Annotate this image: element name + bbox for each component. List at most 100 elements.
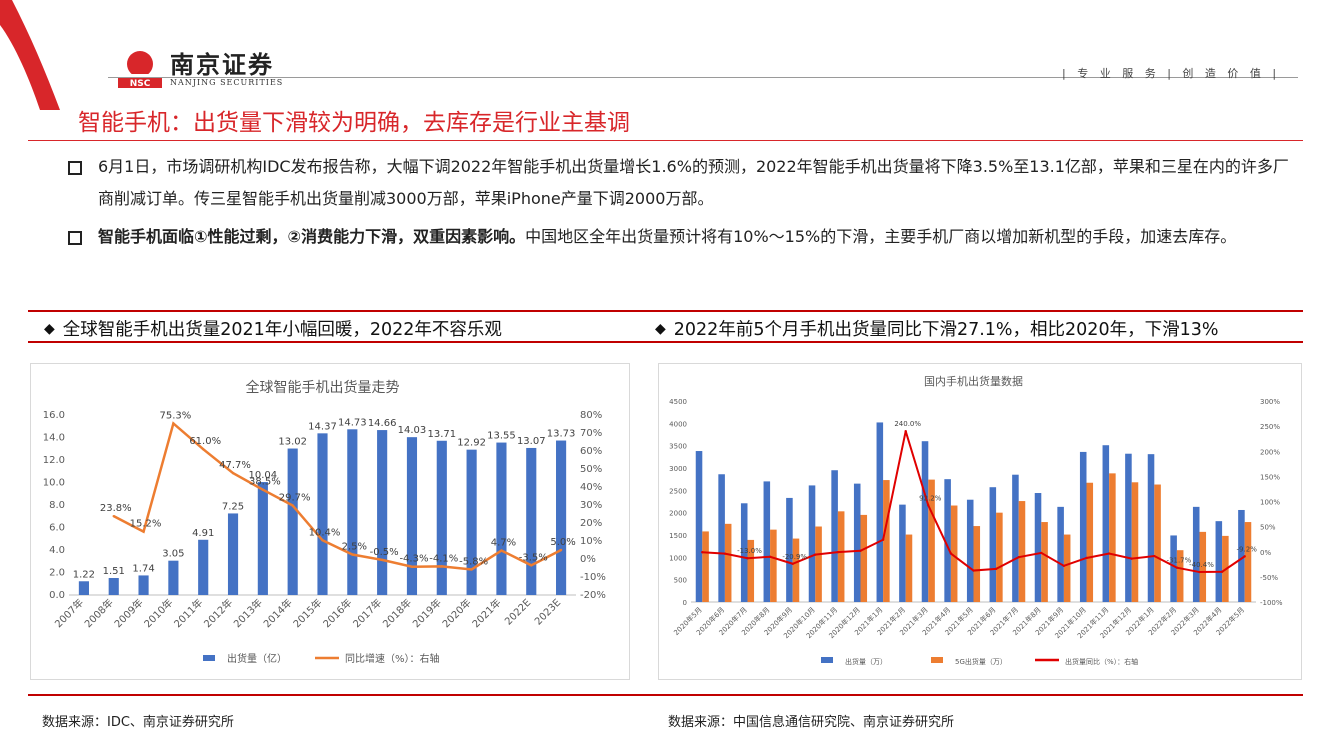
bar-value-label: 13.55 xyxy=(487,431,516,442)
line-point xyxy=(202,448,205,451)
bar xyxy=(556,440,567,595)
line-point xyxy=(768,555,772,558)
y2-tick-label: 100% xyxy=(1260,499,1280,507)
logo-chinese-name: 南京证券 xyxy=(170,50,274,79)
line-value-label: -13.0% xyxy=(737,547,762,555)
line-value-label: -0.5% xyxy=(370,547,399,558)
bar xyxy=(973,526,981,602)
line-point xyxy=(1198,570,1201,574)
bar xyxy=(695,451,703,602)
line-point xyxy=(351,553,354,556)
bar xyxy=(257,482,268,595)
y2-tick-label: -50% xyxy=(1260,574,1278,582)
y2-tick-label: 250% xyxy=(1260,423,1280,431)
line-point xyxy=(321,539,324,542)
bar xyxy=(718,474,725,602)
line-point xyxy=(1130,557,1133,560)
bar xyxy=(1147,454,1155,602)
x-tick-label: 2018年 xyxy=(380,596,414,630)
bar-value-label: 13.02 xyxy=(278,437,307,448)
bullet-item: 6月1日，市场调研机构IDC发布报告称，大幅下调2022年智能手机出货量增长1.… xyxy=(68,151,1298,215)
y-tick-label: 2000 xyxy=(669,510,687,518)
line-point xyxy=(836,550,840,554)
bar xyxy=(1131,482,1139,602)
line-point xyxy=(470,568,473,571)
y-tick-label: 0.0 xyxy=(49,590,65,601)
bar xyxy=(1199,531,1207,602)
x-tick-label: 2019年 xyxy=(410,596,444,630)
bar xyxy=(860,514,868,602)
line-point xyxy=(949,552,953,555)
bullet-bold-text: 智能手机面临①性能过剩，②消费能力下滑，双重因素影响。 xyxy=(98,227,526,246)
chart-title: 全球智能手机出货量走势 xyxy=(246,379,400,396)
bar xyxy=(198,539,209,595)
y-tick-label: 8.0 xyxy=(49,500,65,511)
x-tick-label: 2012年 xyxy=(201,596,235,630)
y-tick-label: 4.0 xyxy=(49,545,65,556)
china-shipments-chart: 国内手机出货量数据 0 500 1000 1500 2000 2500 3000 3500 400… xyxy=(669,374,1283,666)
x-tick-label: 2022E xyxy=(503,597,533,627)
line-value-label: -3.5% xyxy=(519,552,548,563)
line-value-label: -20.9% xyxy=(782,553,807,561)
section-top-line xyxy=(28,310,1303,312)
legend-label: 出货量（亿） xyxy=(227,652,287,665)
bar xyxy=(1215,521,1223,602)
line-point xyxy=(231,471,235,475)
y-tick-label: 3500 xyxy=(669,443,687,451)
x-tick-label: 2021年 xyxy=(469,596,503,630)
y2-tick-label: -100% xyxy=(1260,599,1283,607)
line-point xyxy=(1017,555,1020,559)
bar xyxy=(317,433,328,595)
line-point xyxy=(1062,564,1066,568)
section-bottom-line xyxy=(28,341,1303,343)
line-point xyxy=(172,422,175,425)
bar xyxy=(78,581,89,595)
bar xyxy=(406,437,418,595)
line-value-label: -9.2% xyxy=(1237,545,1258,553)
header-divider xyxy=(108,77,1298,78)
line-value-label: -4.1% xyxy=(429,553,458,564)
bar xyxy=(436,440,447,595)
y2-tick-label: 150% xyxy=(1260,473,1280,481)
right-section-heading: ◆ 2022年前5个月手机出货量同比下滑27.1%，相比2020年，下滑13% xyxy=(655,316,1218,341)
line-point xyxy=(261,488,265,491)
bar xyxy=(1176,550,1184,602)
footer-line xyxy=(28,694,1303,696)
x-tick-label: 2013年 xyxy=(231,596,265,630)
checkbox-bullet-icon xyxy=(68,161,82,175)
line-value-label: -5.8% xyxy=(459,556,488,567)
bar xyxy=(1170,535,1177,602)
bar xyxy=(377,430,388,595)
y-tick-label: 1500 xyxy=(669,532,687,540)
bar xyxy=(899,504,906,602)
line-point xyxy=(1243,555,1246,558)
line-value-label: 47.7% xyxy=(219,460,251,471)
x-tick-label: 2007年 xyxy=(52,596,86,630)
bar-value-label: 3.05 xyxy=(162,549,184,560)
y2-tick-label: -20% xyxy=(580,590,606,601)
x-tick-label: 2010年 xyxy=(141,596,175,630)
y2-tick-label: 0% xyxy=(1260,549,1271,557)
bar-value-label: 1.74 xyxy=(132,563,154,574)
global-shipments-chart: 全球智能手机出货量走势 0.0 2.0 4.0 6.0 8.0 10.0 12.0 14.0 16… xyxy=(43,379,606,665)
line-point xyxy=(814,553,817,556)
line-point xyxy=(1175,566,1179,569)
bar xyxy=(928,479,935,602)
bar xyxy=(921,441,929,602)
bar-value-label: 14.03 xyxy=(398,425,427,436)
bar xyxy=(966,499,974,602)
line-value-label: 61.0% xyxy=(189,436,221,447)
x-tick-label: 2009年 xyxy=(111,596,145,630)
y2-tick-label: 40% xyxy=(580,482,602,493)
china-shipments-chart-frame: 国内手机出货量数据 0 500 1000 1500 2000 2500 3000 3500 400… xyxy=(658,363,1302,680)
bar xyxy=(138,575,149,595)
y-tick-label: 3000 xyxy=(669,465,687,473)
bar xyxy=(883,480,890,602)
y2-tick-label: 20% xyxy=(580,518,602,529)
y2-tick-label: 300% xyxy=(1260,398,1280,406)
bar xyxy=(950,505,958,602)
bar xyxy=(1086,482,1094,602)
diamond-icon: ◆ xyxy=(44,320,55,337)
bar xyxy=(1057,506,1064,602)
y2-tick-label: 50% xyxy=(1260,524,1276,532)
